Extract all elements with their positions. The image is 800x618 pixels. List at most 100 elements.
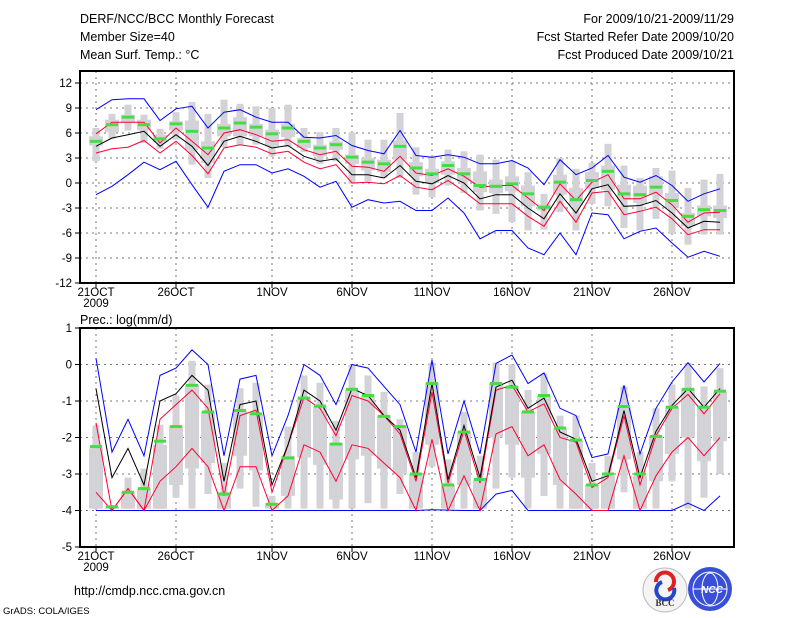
obs-marker: [186, 383, 198, 387]
obs-marker: [426, 172, 438, 176]
x-tick-label: 21NOV: [573, 287, 611, 299]
box-bar: [601, 475, 615, 509]
box-bar: [313, 406, 327, 465]
obs-marker: [666, 405, 678, 409]
obs-marker: [490, 184, 502, 188]
y-tick-label: 12: [59, 78, 72, 90]
upper-spread-line: [95, 121, 721, 223]
obs-marker: [554, 426, 566, 430]
obs-marker: [122, 490, 134, 494]
y-tick-label: 0: [66, 178, 72, 190]
box-bar: [361, 395, 375, 456]
box-bar: [521, 411, 535, 478]
box-bar: [665, 406, 679, 454]
box-bar: [265, 503, 279, 509]
obs-marker: [346, 155, 358, 159]
x-tick-label: 6NOV: [336, 551, 368, 563]
box-bar: [265, 129, 279, 147]
obs-marker: [330, 143, 342, 147]
obs-marker: [298, 396, 310, 400]
obs-marker: [394, 425, 406, 429]
lower-spread-line: [95, 139, 720, 236]
whisker-bar: [508, 161, 516, 223]
obs-marker: [234, 121, 246, 125]
box-bar: [169, 426, 183, 485]
y-tick-label: 3: [66, 153, 72, 165]
obs-marker: [314, 404, 326, 408]
x-tick-label: 11NOV: [414, 551, 451, 563]
whisker-bar: [380, 139, 388, 178]
box-bar: [505, 386, 519, 445]
obs-marker: [202, 410, 214, 414]
min-line: [95, 160, 721, 258]
temperature-panel: 12 9 6 3 0 -3 -6 -9 -12 21OCT 26OCT 1NOV 6NOV 11NOV 16…: [55, 70, 735, 310]
box-bar: [489, 382, 503, 438]
box-bar: [569, 441, 583, 509]
obs-marker: [250, 412, 262, 416]
y-tick-label: 6: [66, 128, 72, 140]
obs-marker: [522, 410, 534, 414]
obs-marker: [218, 126, 230, 130]
box-bar: [313, 144, 327, 157]
y-tick-label: -2: [62, 433, 72, 445]
box-bar: [473, 171, 487, 193]
obs-marker: [714, 209, 726, 212]
obs-marker: [570, 198, 582, 202]
member-size: Member Size=40: [80, 30, 175, 44]
obs-marker: [330, 442, 342, 446]
ensemble-mean-line: [95, 374, 721, 487]
obs-marker: [474, 184, 486, 187]
box-bar: [713, 391, 727, 442]
precip-panel-title: Prec.: log(mm/d): [80, 313, 172, 327]
year-label: 2009: [83, 298, 109, 310]
x-tick-label: 1NOV: [256, 287, 288, 299]
box-bar: [633, 475, 647, 509]
whisker-bar: [220, 99, 228, 148]
max-line: [95, 98, 721, 202]
box-bar: [681, 388, 695, 438]
x-tick-label: 26NOV: [653, 551, 691, 563]
obs-marker: [634, 472, 646, 476]
obs-marker: [170, 122, 182, 126]
box-bar: [521, 185, 535, 207]
obs-marker: [378, 414, 390, 418]
obs-marker: [314, 146, 326, 150]
box-bar: [297, 138, 311, 148]
source-url[interactable]: http://cmdp.ncc.cma.gov.cn: [74, 584, 225, 598]
obs-marker: [410, 472, 422, 476]
obs-marker: [170, 425, 182, 429]
box-bar: [249, 413, 263, 471]
box-bar: [569, 188, 583, 206]
box-bar: [425, 382, 439, 445]
box-bar: [89, 448, 103, 509]
forecast-period: For 2009/10/21-2009/11/29: [583, 12, 734, 26]
y-tick-label: -5: [62, 542, 72, 554]
obs-marker: [698, 405, 710, 409]
y-tick-label: -3: [62, 469, 72, 481]
obs-marker: [682, 387, 694, 391]
obs-marker: [346, 387, 358, 391]
obs-marker: [570, 438, 582, 442]
ncc-logo: NCC: [688, 567, 732, 611]
obs-marker: [458, 172, 470, 176]
obs-marker: [442, 483, 454, 487]
obs-marker: [250, 125, 262, 129]
y-tick-label: 9: [66, 103, 72, 115]
whisker-bar: [268, 495, 276, 509]
box-bar: [377, 415, 391, 469]
obs-marker: [90, 139, 102, 143]
box-bar: [697, 406, 711, 462]
x-tick-label: 16NOV: [493, 551, 531, 563]
y-tick-label: -12: [55, 278, 72, 290]
obs-marker: [474, 477, 486, 481]
whisker-bar: [716, 173, 724, 235]
obs-marker: [138, 123, 150, 127]
obs-marker: [218, 492, 230, 496]
obs-marker: [586, 179, 598, 182]
box-bar: [217, 123, 231, 137]
box-bar: [185, 384, 199, 469]
box-bar: [649, 176, 663, 195]
box-bar: [409, 474, 423, 509]
obs-marker: [122, 115, 134, 119]
max-line: [95, 349, 721, 459]
